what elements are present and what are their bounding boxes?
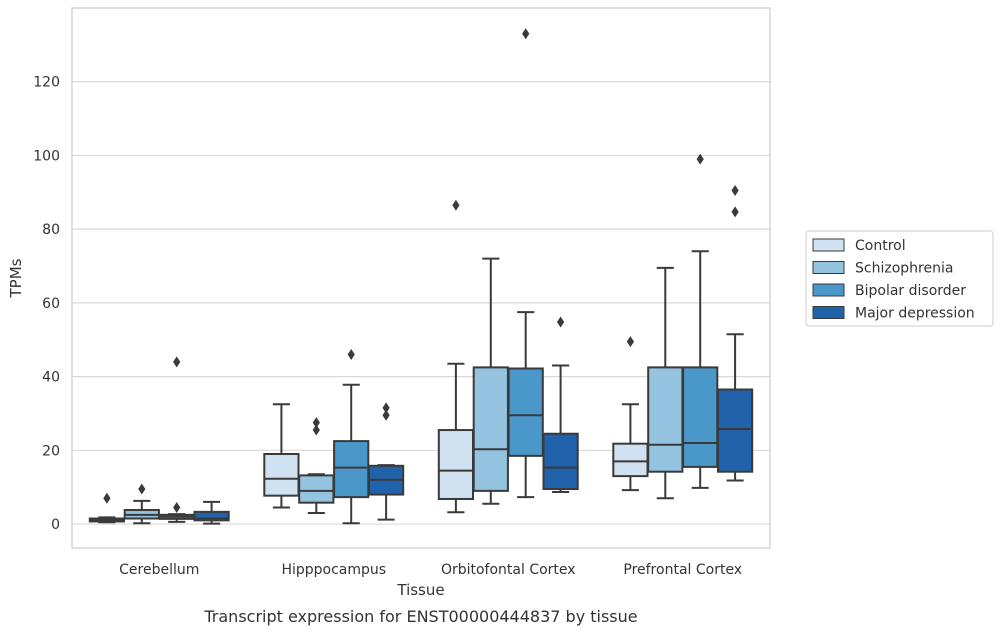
legend: Control Schizophrenia Bipolar disorder Majo… bbox=[805, 230, 994, 327]
y-tick-label: 40 bbox=[42, 370, 60, 386]
legend-swatch bbox=[812, 283, 845, 297]
legend-label: Control bbox=[855, 238, 906, 254]
legend-frame bbox=[805, 230, 994, 327]
box-group bbox=[333, 348, 370, 525]
box bbox=[612, 442, 649, 478]
box-group bbox=[298, 417, 335, 514]
legend-swatch bbox=[812, 261, 845, 274]
box bbox=[263, 453, 300, 497]
y-tick-label: 120 bbox=[33, 75, 60, 91]
outlier-point bbox=[347, 348, 355, 360]
box bbox=[333, 440, 370, 499]
outlier-point bbox=[452, 199, 460, 211]
box-group bbox=[542, 316, 579, 493]
box bbox=[542, 432, 579, 491]
gridlines bbox=[72, 81, 770, 525]
box bbox=[472, 366, 509, 492]
y-tick-label: 80 bbox=[42, 222, 60, 238]
outlier-point bbox=[696, 153, 704, 165]
x-axis-title: Tissue bbox=[396, 581, 444, 599]
outlier-point bbox=[626, 336, 634, 348]
outlier-point bbox=[138, 483, 146, 495]
box-plots bbox=[88, 28, 754, 525]
y-axis-title: TPMs bbox=[7, 258, 25, 298]
chart-caption: Transcript expression for ENST0000044483… bbox=[203, 607, 637, 626]
box-group bbox=[367, 402, 405, 521]
box-group bbox=[716, 184, 754, 482]
box-group bbox=[123, 483, 160, 525]
box bbox=[298, 474, 335, 504]
outlier-point bbox=[103, 492, 111, 504]
y-tick-label: 0 bbox=[51, 517, 60, 533]
box bbox=[682, 366, 719, 468]
box-group bbox=[158, 356, 195, 523]
x-tick-labels: Cerebellum Hipppocampus Orbitofontal Corte… bbox=[119, 562, 742, 578]
legend-label: Bipolar disorder bbox=[855, 283, 966, 299]
y-tick-label: 20 bbox=[42, 443, 60, 459]
box bbox=[647, 366, 684, 473]
legend-label: Major depression bbox=[855, 306, 975, 322]
y-tick-label: 60 bbox=[42, 296, 60, 312]
box-group bbox=[88, 492, 126, 524]
box bbox=[716, 388, 754, 473]
outlier-point bbox=[731, 206, 739, 218]
x-tick-label: Cerebellum bbox=[119, 562, 199, 578]
outlier-point bbox=[731, 184, 739, 196]
box-group bbox=[682, 153, 719, 489]
y-tick-label: 100 bbox=[33, 148, 60, 164]
x-tick-label: Orbitofontal Cortex bbox=[441, 562, 576, 578]
legend-swatch bbox=[812, 306, 845, 319]
outlier-point bbox=[173, 501, 181, 513]
box-group bbox=[437, 199, 475, 514]
box-group bbox=[472, 257, 509, 505]
outlier-point bbox=[173, 356, 181, 368]
box bbox=[193, 510, 230, 522]
x-tick-label: Prefrontal Cortex bbox=[623, 562, 742, 578]
x-tick-label: Hipppocampus bbox=[281, 562, 386, 578]
outlier-point bbox=[522, 28, 530, 40]
legend-swatch bbox=[812, 238, 845, 252]
outlier-point bbox=[382, 409, 390, 421]
outlier-point bbox=[557, 316, 565, 328]
plot-frame bbox=[71, 7, 771, 549]
box-group bbox=[263, 403, 300, 509]
box-group bbox=[507, 28, 544, 499]
outlier-point bbox=[382, 402, 390, 414]
y-tick-labels: 0 20 40 60 80 100 120 bbox=[33, 75, 60, 533]
outlier-point bbox=[312, 417, 320, 429]
outlier-point bbox=[312, 424, 320, 436]
legend-label: Schizophrenia bbox=[855, 261, 953, 277]
box-group bbox=[193, 500, 230, 525]
box bbox=[437, 429, 475, 500]
box bbox=[507, 367, 544, 457]
